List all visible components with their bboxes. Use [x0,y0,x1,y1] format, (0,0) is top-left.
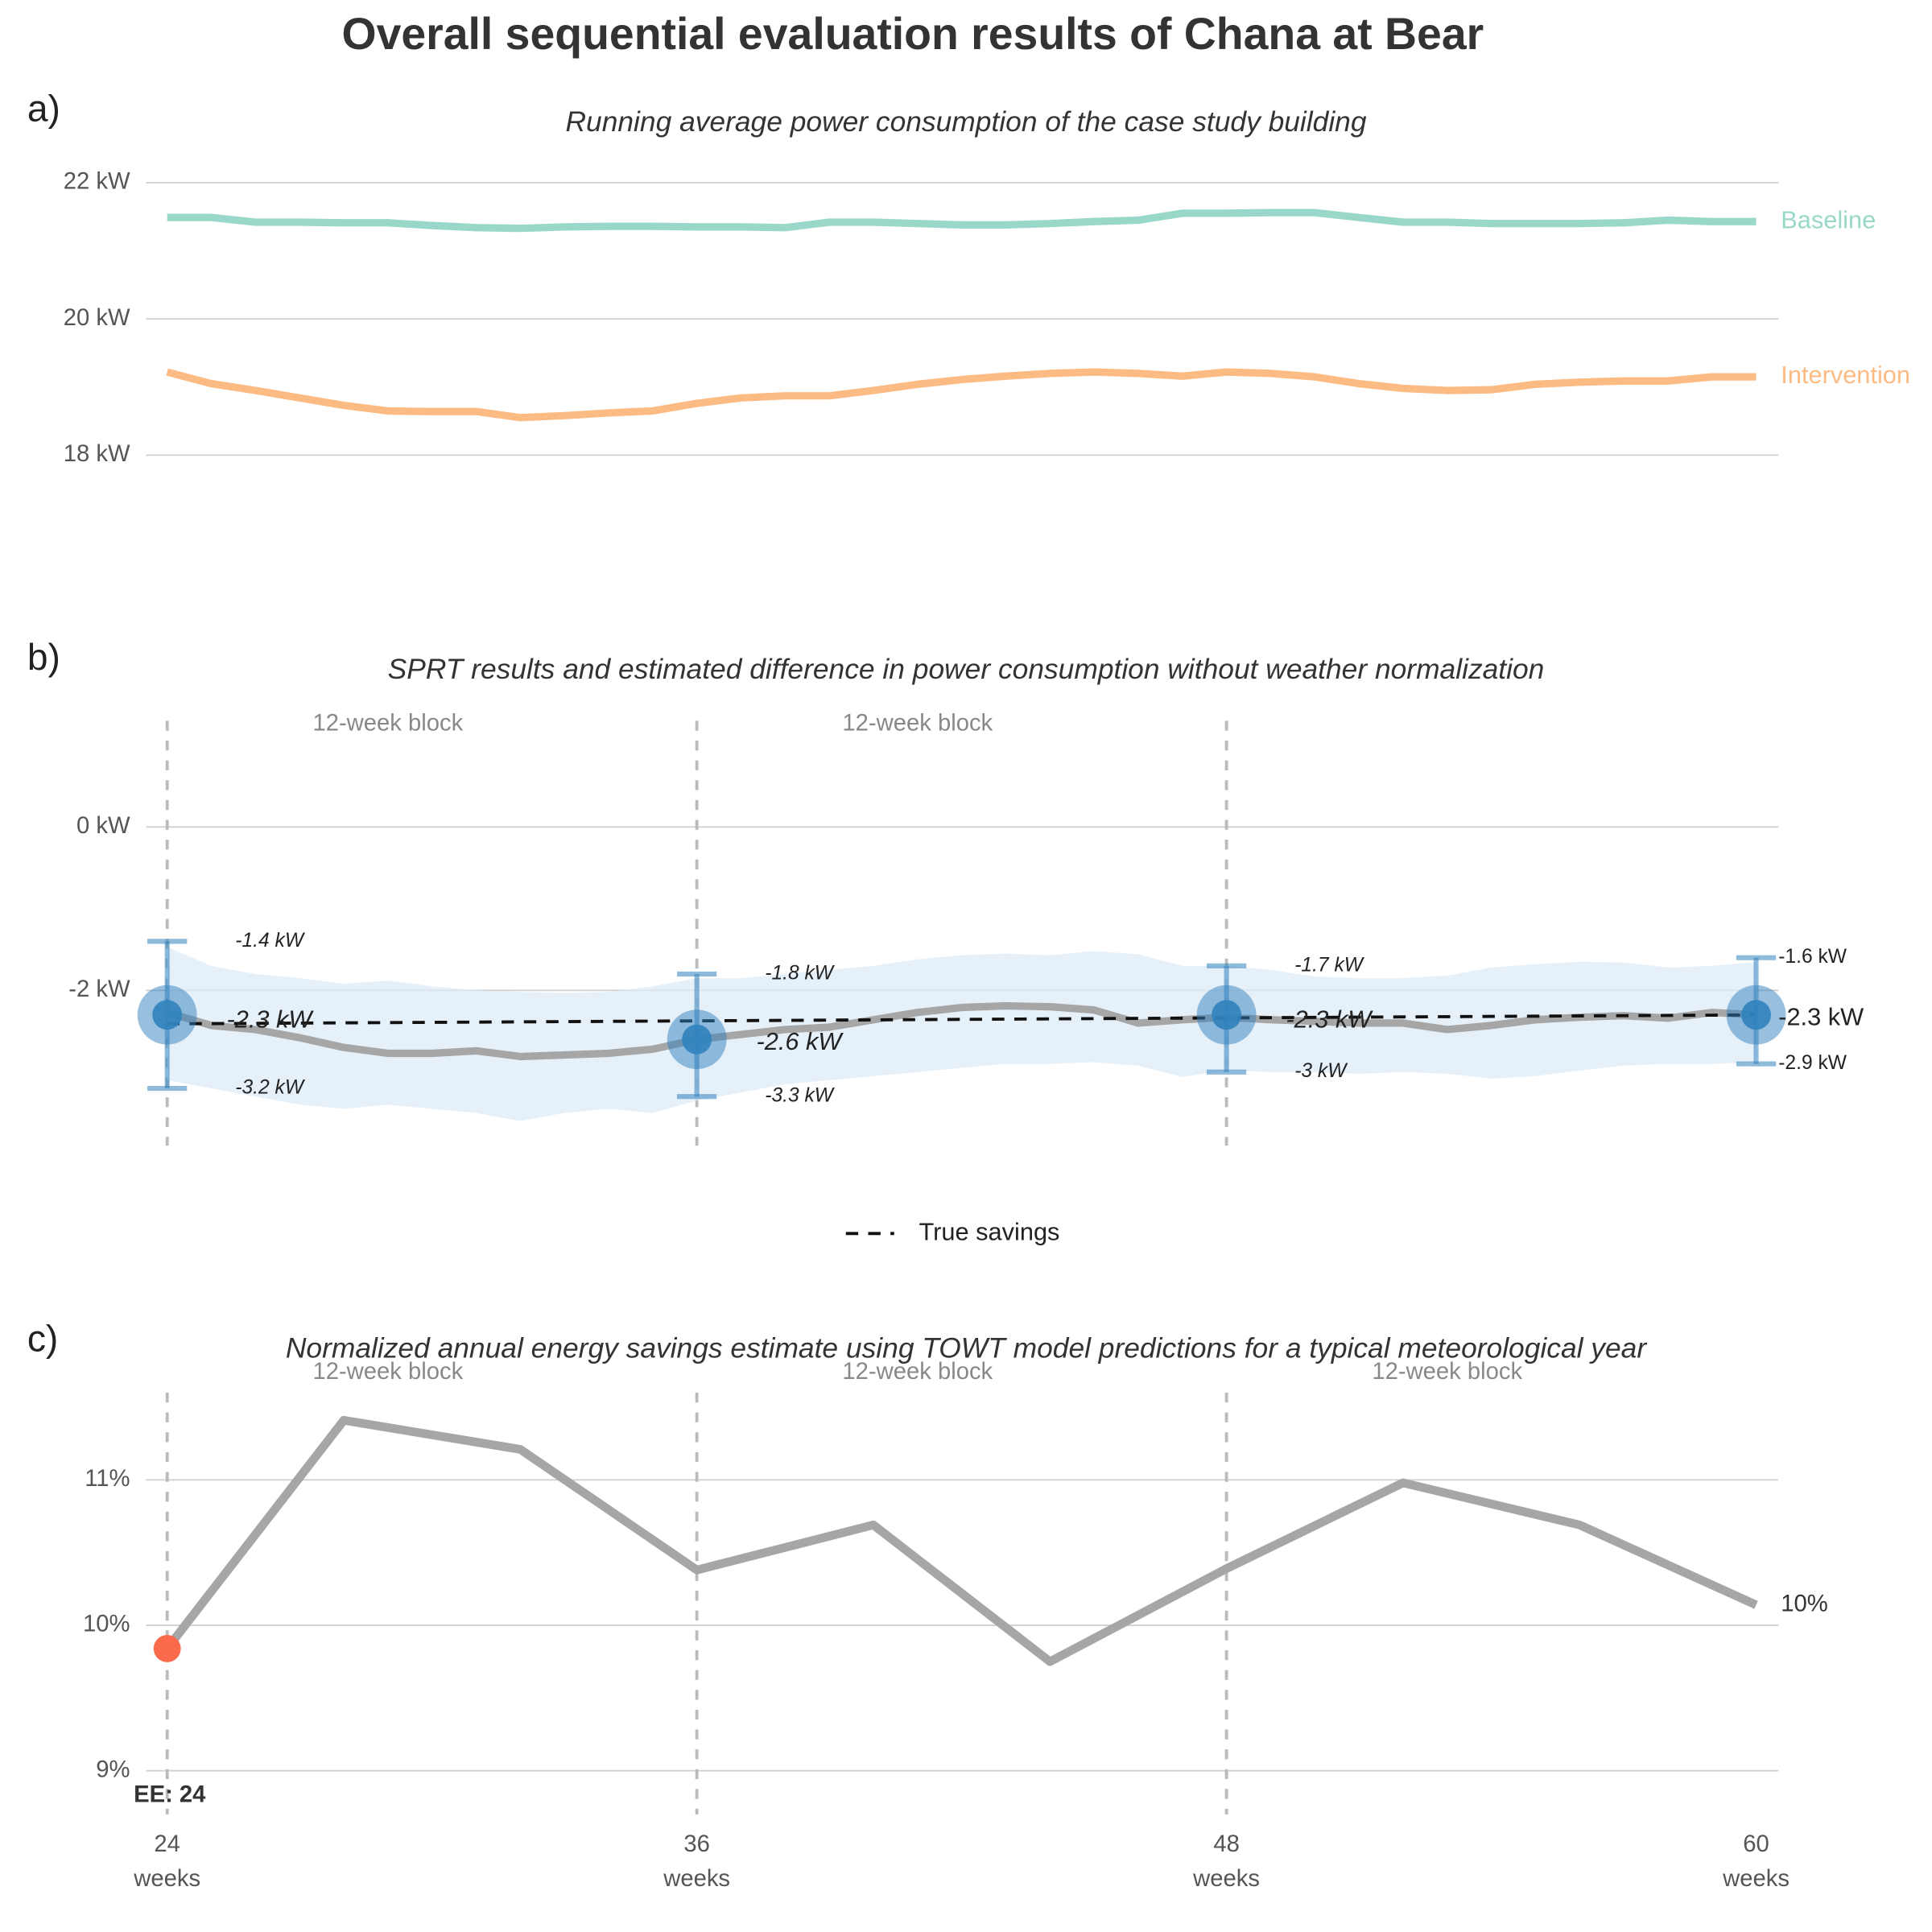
block-label: 12-week block [842,1359,993,1385]
estimate-label: -2.3 kW [1778,1002,1864,1030]
estimate-label: -2.3 kW [227,1005,315,1034]
ci-label: -1.7 kW [1294,954,1365,976]
subtitle: Normalized annual energy savings estimat… [286,1332,1647,1364]
ci-label: -1.6 kW [1778,946,1847,968]
ci-label: -2.9 kW [1778,1052,1847,1074]
y-tick-label: 11% [85,1466,130,1492]
x-tick-label: 48 [1213,1831,1240,1857]
ci-label: -1.4 kW [235,930,306,952]
panel-label: a) [27,88,60,130]
savings-line [163,1415,1758,1666]
point [1741,1000,1771,1030]
panel-label: b) [27,636,60,678]
estimate-label: -2.6 kW [756,1027,844,1055]
block-label: 12-week block [842,711,993,737]
true-savings [167,1013,1757,1026]
x-tick-unit: weeks [663,1866,730,1892]
estimate-line [166,1001,1757,1061]
x-tick-unit: weeks [133,1866,200,1892]
x-tick-label: 36 [683,1831,710,1857]
point [682,1024,712,1055]
highlight-point [153,1634,181,1662]
chart-title: Overall sequential evaluation results of… [342,9,1484,59]
block-label: 12-week block [312,711,463,737]
series-line [167,208,1757,233]
series-label: Baseline [1781,205,1876,233]
y-tick-label: 9% [96,1757,130,1782]
block-label: 12-week block [312,1359,463,1385]
legend-label: True savings [919,1217,1060,1245]
x-tick-label: 60 [1743,1831,1769,1857]
estimate-label: -2.3 kW [1286,1005,1373,1034]
y-tick-label: 10% [83,1612,130,1637]
x-tick-unit: weeks [1722,1866,1790,1892]
ci-label: -3.2 kW [235,1077,306,1099]
series-line [166,368,1757,422]
subtitle: Running average power consumption of the… [565,106,1366,138]
ci-label: -3.3 kW [765,1085,836,1107]
point [152,1000,183,1030]
ribbon [167,947,1757,1121]
y-tick-label: -2 kW [68,976,130,1002]
y-tick-label: 20 kW [64,305,130,331]
ci-label: -3 kW [1294,1060,1348,1082]
x-tick-unit: weeks [1192,1866,1260,1892]
y-tick-label: 0 kW [76,813,130,839]
end-label: 10% [1781,1591,1827,1616]
y-tick-label: 18 kW [64,441,130,467]
ci-label: -1.8 kW [765,962,836,984]
y-tick-label: 22 kW [64,169,130,195]
point [1212,1000,1242,1030]
panel-label: c) [27,1317,58,1359]
highlight-label: EE: 24 [134,1781,206,1807]
subtitle: SPRT results and estimated difference in… [388,654,1545,685]
x-tick-label: 24 [154,1831,180,1857]
series-label: Intervention [1781,361,1910,389]
block-label: 12-week block [1372,1359,1522,1385]
